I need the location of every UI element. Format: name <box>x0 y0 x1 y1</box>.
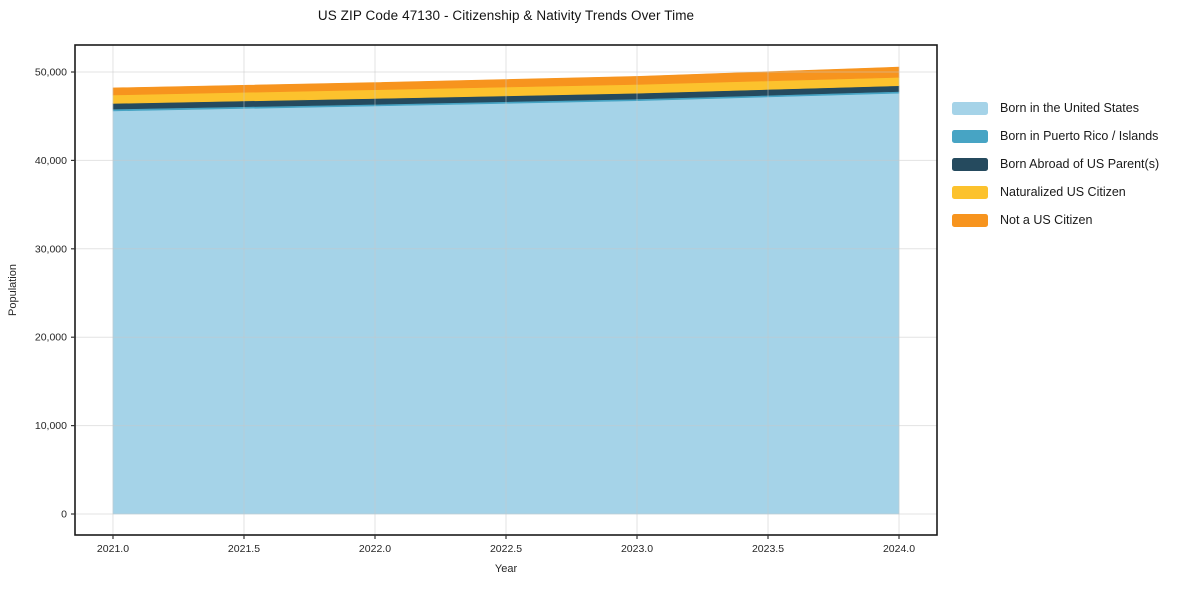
legend-item: Born in the United States <box>952 101 1159 115</box>
chart-title: US ZIP Code 47130 - Citizenship & Nativi… <box>317 8 695 23</box>
legend-item: Born Abroad of US Parent(s) <box>952 157 1159 171</box>
legend-item: Born in Puerto Rico / Islands <box>952 129 1159 143</box>
x-tick-label: 2022.0 <box>359 543 391 555</box>
x-tick-label: 2021.0 <box>97 543 129 555</box>
tick-labels: 2021.0 2021.5 2022.0 2022.5 2023.0 2023.5 2024… <box>35 67 915 555</box>
x-tick-label: 2024.0 <box>883 543 915 555</box>
x-tick-label: 2022.5 <box>490 543 522 555</box>
y-axis-label: Population <box>7 264 19 316</box>
legend-label: Born in the United States <box>1000 101 1139 115</box>
y-tick-label: 30,000 <box>35 243 67 255</box>
legend-swatch-icon <box>952 185 988 199</box>
x-tick-label: 2021.5 <box>228 543 260 555</box>
y-tick-label: 0 <box>61 509 67 521</box>
legend-swatch-icon <box>952 157 988 171</box>
x-axis-label: Year <box>494 563 518 575</box>
x-tick-label: 2023.5 <box>752 543 784 555</box>
legend-swatch-icon <box>952 213 988 227</box>
legend-label: Born Abroad of US Parent(s) <box>1000 157 1160 171</box>
legend-item: Naturalized US Citizen <box>952 185 1159 199</box>
legend-label: Naturalized US Citizen <box>1000 185 1126 199</box>
gridlines <box>75 45 937 535</box>
legend-label: Born in Puerto Rico / Islands <box>1000 129 1159 143</box>
legend-label: Not a US Citizen <box>1000 213 1093 227</box>
legend-swatch-icon <box>952 101 988 115</box>
legend-item: Not a US Citizen <box>952 213 1159 227</box>
y-tick-label: 50,000 <box>35 67 67 79</box>
y-tick-label: 20,000 <box>35 332 67 344</box>
legend: Born in the United States Born in Puerto … <box>952 101 1159 227</box>
tick-marks <box>71 71 900 539</box>
x-tick-label: 2023.0 <box>621 543 653 555</box>
legend-swatch-icon <box>952 129 988 143</box>
y-tick-label: 10,000 <box>35 420 67 432</box>
y-tick-label: 40,000 <box>35 155 67 167</box>
